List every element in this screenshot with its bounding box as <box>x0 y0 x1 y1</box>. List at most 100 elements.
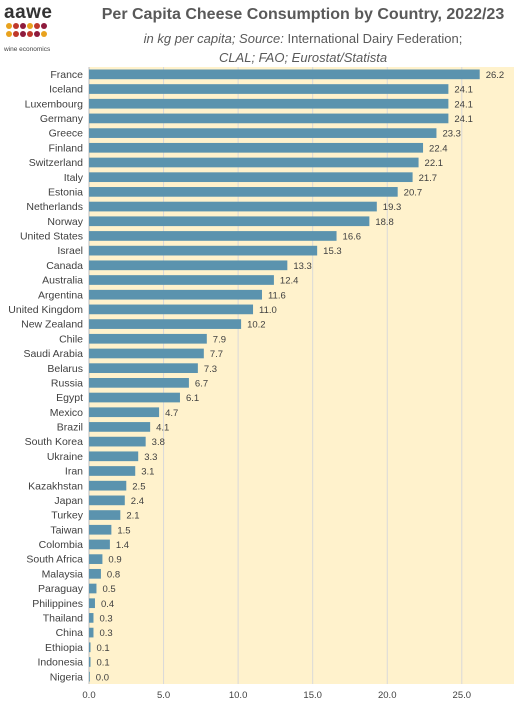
bar <box>89 422 151 432</box>
bar <box>89 510 121 520</box>
value-label: 2.5 <box>132 481 145 492</box>
value-label: 3.8 <box>152 437 165 448</box>
category-label: Argentina <box>38 289 83 301</box>
category-label: Finland <box>49 142 84 154</box>
bar <box>89 172 413 183</box>
bar <box>89 113 449 124</box>
category-label: South Africa <box>26 554 83 566</box>
bar <box>89 524 112 535</box>
category-label: Luxembourg <box>25 98 84 110</box>
bar <box>89 216 370 227</box>
bar <box>89 128 437 138</box>
category-label: Belarus <box>47 363 83 375</box>
value-label: 6.7 <box>195 378 208 389</box>
bar <box>89 480 127 491</box>
bar <box>89 69 480 80</box>
bar <box>89 187 398 197</box>
value-label: 15.3 <box>323 246 342 257</box>
logo-dot <box>34 23 40 29</box>
value-label: 7.7 <box>210 349 223 360</box>
value-label: 24.1 <box>454 85 473 96</box>
value-label: 20.7 <box>404 187 423 198</box>
category-label: Philippines <box>32 598 83 610</box>
value-label: 2.1 <box>126 511 139 522</box>
subtitle-lead: in kg per capita; Source: <box>143 31 284 46</box>
value-label: 10.2 <box>247 320 266 331</box>
category-label: Canada <box>46 260 83 272</box>
category-label: Turkey <box>51 510 83 522</box>
bar <box>89 392 180 403</box>
category-label: Russia <box>51 377 83 389</box>
category-label: Indonesia <box>37 657 83 669</box>
category-label: Germany <box>40 113 84 125</box>
chart-subtitle: in kg per capita; Source: International … <box>80 29 526 67</box>
logo-dot <box>13 23 19 29</box>
value-label: 1.4 <box>116 540 129 551</box>
value-label: 11.0 <box>259 305 277 316</box>
bar <box>89 642 91 653</box>
category-label: Thailand <box>43 612 83 624</box>
bar <box>89 333 207 344</box>
logo-dot-grid <box>6 23 50 43</box>
category-label: Saudi Arabia <box>23 348 83 360</box>
category-label: Nigeria <box>50 671 83 683</box>
logo-dot <box>41 31 47 37</box>
category-label: France <box>50 69 83 81</box>
category-label: Iran <box>65 466 83 478</box>
x-tick-label: 20.0 <box>378 690 397 701</box>
bar <box>89 466 136 476</box>
value-label: 7.3 <box>204 364 217 375</box>
logo-dot <box>20 31 26 37</box>
bar <box>89 319 242 329</box>
bar <box>89 201 377 212</box>
bar <box>89 568 101 579</box>
category-label: Brazil <box>57 422 83 434</box>
logo-dot <box>20 23 26 29</box>
category-label: Malaysia <box>42 568 84 580</box>
value-label: 0.5 <box>102 584 115 595</box>
bar <box>89 451 139 462</box>
value-label: 1.5 <box>117 525 130 536</box>
value-label: 0.4 <box>101 599 114 610</box>
bar <box>89 627 94 638</box>
value-label: 0.9 <box>108 555 121 566</box>
bar <box>89 613 94 623</box>
logo-tagline: wine economics <box>4 46 51 53</box>
plot-area <box>89 67 514 684</box>
logo-dot <box>27 31 33 37</box>
x-tick-label: 10.0 <box>229 690 248 701</box>
category-label: Israel <box>57 245 83 257</box>
category-label: Australia <box>42 275 83 287</box>
x-tick-label: 5.0 <box>157 690 170 701</box>
value-label: 23.3 <box>442 129 461 140</box>
bar <box>89 539 110 550</box>
category-label: Italy <box>64 172 84 184</box>
category-label: Estonia <box>48 186 83 198</box>
subtitle-source: International Dairy Federation; <box>283 31 463 46</box>
value-label: 13.3 <box>293 261 312 272</box>
logo-wordmark: aawe <box>4 2 53 23</box>
category-label: Taiwan <box>50 524 83 536</box>
value-label: 24.1 <box>454 99 473 110</box>
category-label: Ethiopia <box>45 642 83 654</box>
value-label: 0.1 <box>96 643 109 654</box>
bar <box>89 554 103 564</box>
logo-dot <box>34 31 40 37</box>
value-label: 0.3 <box>99 628 112 639</box>
bar <box>89 84 449 94</box>
bar <box>89 98 449 109</box>
value-label: 21.7 <box>419 173 438 184</box>
bar <box>89 231 337 241</box>
bar <box>89 142 424 153</box>
value-label: 26.2 <box>486 70 505 81</box>
bar <box>89 657 91 667</box>
value-label: 7.9 <box>213 334 226 345</box>
value-label: 0.0 <box>96 672 109 683</box>
category-label: New Zealand <box>21 319 83 331</box>
category-label: Egypt <box>56 392 83 404</box>
category-label: Netherlands <box>26 201 83 213</box>
category-label: China <box>56 627 84 639</box>
subtitle-tail: CLAL; FAO; Eurostat/Statista <box>218 50 388 65</box>
value-label: 4.1 <box>156 423 169 434</box>
